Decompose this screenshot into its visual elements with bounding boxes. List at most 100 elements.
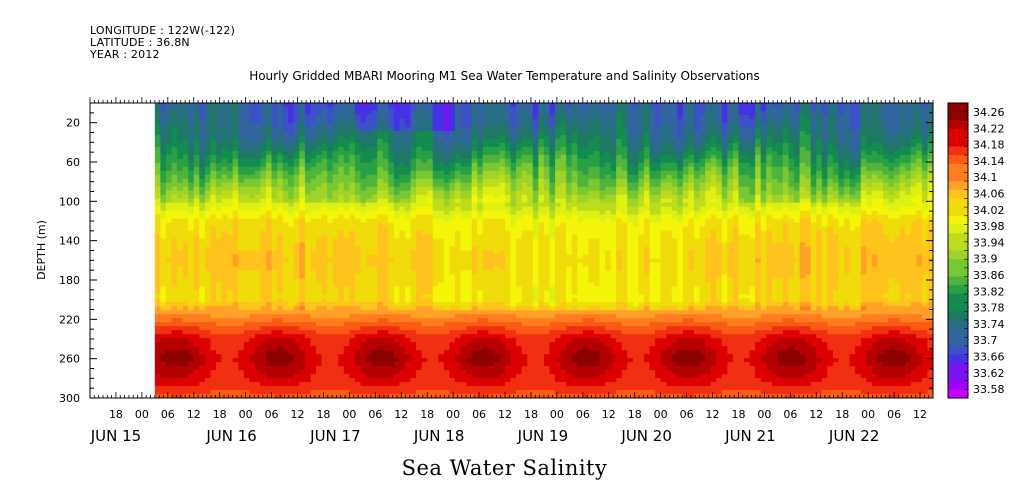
heatmap-cell <box>371 130 378 136</box>
heatmap-cell <box>516 326 523 331</box>
heatmap-cell <box>382 103 389 108</box>
heatmap-cell <box>349 362 356 367</box>
heatmap-cell <box>499 222 506 228</box>
heatmap-cell <box>266 282 273 287</box>
heatmap-cell <box>171 270 178 276</box>
heatmap-cell <box>238 118 245 124</box>
heatmap-cell <box>243 190 250 196</box>
heatmap-cell <box>238 186 245 192</box>
heatmap-cell <box>527 162 534 168</box>
heatmap-cell <box>343 142 350 148</box>
heatmap-cell <box>377 302 384 307</box>
heatmap-cell <box>449 250 456 256</box>
heatmap-cell <box>332 286 339 291</box>
heatmap-cell <box>454 130 462 136</box>
heatmap-cell <box>371 242 378 248</box>
heatmap-cell <box>432 370 439 375</box>
heatmap-cell <box>277 350 284 355</box>
heatmap-cell <box>182 370 189 375</box>
heatmap-cell <box>432 246 439 252</box>
heatmap-cell <box>154 130 162 136</box>
heatmap-cell <box>188 250 195 256</box>
heatmap-cell <box>282 142 289 148</box>
heatmap-cell <box>227 358 234 363</box>
heatmap-cell <box>160 198 167 204</box>
heatmap-cell <box>493 194 501 200</box>
heatmap-cell <box>371 346 378 351</box>
heatmap-cell <box>366 250 373 256</box>
heatmap-cell <box>154 202 162 208</box>
heatmap-cell <box>516 210 523 216</box>
heatmap-cell <box>416 334 423 339</box>
heatmap-cell <box>282 210 289 216</box>
heatmap-cell <box>360 214 367 220</box>
heatmap-cell <box>493 290 501 295</box>
heatmap-cell <box>332 278 339 283</box>
heatmap-cell <box>266 262 273 268</box>
heatmap-cell <box>215 370 223 375</box>
heatmap-cell <box>310 142 317 148</box>
heatmap-cell <box>338 250 345 256</box>
heatmap-cell <box>404 286 412 291</box>
heatmap-cell <box>388 110 395 116</box>
heatmap-cell <box>165 342 173 347</box>
heatmap-cell <box>510 182 517 188</box>
heatmap-cell <box>238 234 245 240</box>
heatmap-cell <box>477 210 484 216</box>
heatmap-cell <box>215 190 223 196</box>
heatmap-cell <box>299 386 306 391</box>
heatmap-cell <box>304 162 312 168</box>
heatmap-cell <box>338 262 345 268</box>
heatmap-cell <box>516 310 523 315</box>
heatmap-cell <box>204 282 212 287</box>
heatmap-cell <box>438 282 445 287</box>
heatmap-cell <box>188 318 195 323</box>
heatmap-cell <box>282 194 289 200</box>
heatmap-cell <box>238 270 245 276</box>
heatmap-cell <box>460 166 467 172</box>
heatmap-cell <box>354 194 362 200</box>
heatmap-cell <box>421 310 428 315</box>
heatmap-cell <box>188 142 195 148</box>
heatmap-cell <box>254 162 262 168</box>
heatmap-cell <box>182 338 189 343</box>
heatmap-cell <box>477 302 484 307</box>
heatmap-cell <box>227 238 234 244</box>
heatmap-cell <box>293 310 300 315</box>
heatmap-cell <box>238 334 245 339</box>
heatmap-cell <box>321 103 328 108</box>
heatmap-cell <box>466 106 473 112</box>
heatmap-cell <box>388 382 395 387</box>
heatmap-cell <box>316 158 323 164</box>
heatmap-cell <box>343 114 350 120</box>
heatmap-cell <box>277 386 284 391</box>
heatmap-cell <box>354 134 362 140</box>
chart-subtitle: Sea Water Salinity <box>401 456 608 480</box>
heatmap-cell <box>432 166 439 172</box>
heatmap-cell <box>454 142 462 148</box>
heatmap-cell <box>277 134 284 140</box>
heatmap-cell <box>327 158 334 164</box>
heatmap-cell <box>427 306 434 311</box>
heatmap-cell <box>421 234 428 240</box>
heatmap-cell <box>249 338 256 343</box>
heatmap-cell <box>382 326 389 331</box>
heatmap-cell <box>449 350 456 355</box>
heatmap-cell <box>227 150 234 156</box>
heatmap-cell <box>410 322 417 327</box>
heatmap-cell <box>266 206 273 212</box>
heatmap-cell <box>343 118 350 124</box>
heatmap-cell <box>177 174 184 180</box>
heatmap-cell <box>182 106 189 112</box>
heatmap-cell <box>243 346 250 351</box>
heatmap-cell <box>382 274 389 280</box>
heatmap-cell <box>316 390 323 395</box>
heatmap-cell <box>232 362 239 367</box>
heatmap-cell <box>277 106 284 112</box>
heatmap-cell <box>299 118 306 124</box>
heatmap-cell <box>393 150 401 156</box>
heatmap-cell <box>477 394 484 398</box>
heatmap-cell <box>199 222 206 228</box>
heatmap-cell <box>471 182 478 188</box>
heatmap-cell <box>165 322 173 327</box>
